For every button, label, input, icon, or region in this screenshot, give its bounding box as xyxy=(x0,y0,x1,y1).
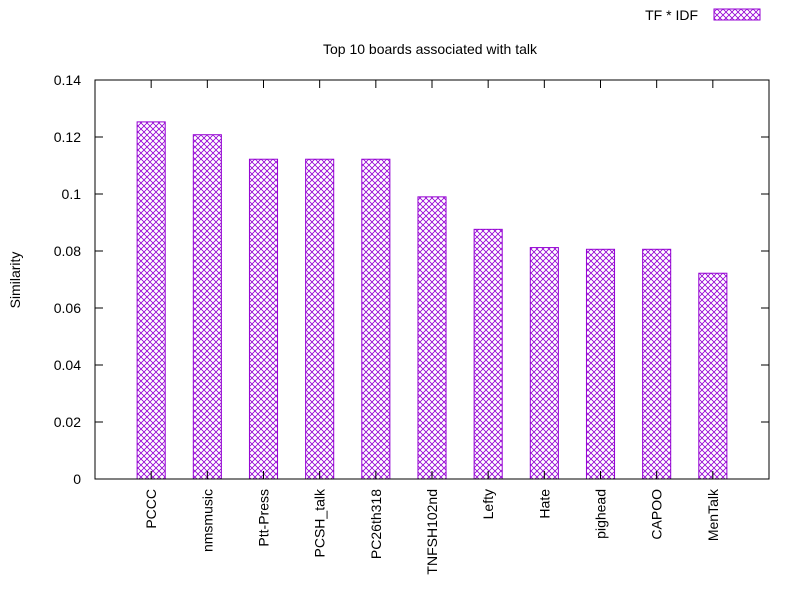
bar-pighead xyxy=(585,248,616,480)
y-tick-label: 0.08 xyxy=(54,243,81,259)
x-tick-label: Lefty xyxy=(480,489,496,519)
y-tick-label: 0.12 xyxy=(54,129,81,145)
y-tick-label: 0.1 xyxy=(62,186,82,202)
legend-label: TF * IDF xyxy=(645,7,698,23)
x-tick-label: PCCC xyxy=(143,489,159,529)
y-tick-label: 0 xyxy=(73,471,81,487)
x-tick-label: Ptt-Press xyxy=(256,489,272,547)
legend-swatch xyxy=(713,8,761,21)
x-tick-label: CAPOO xyxy=(649,489,665,540)
y-tick-label: 0.04 xyxy=(54,357,81,373)
bars-group xyxy=(136,121,728,480)
legend: TF * IDF xyxy=(645,7,761,23)
y-axis: 0 0.02 0.04 0.06 0.08 0.1 0.12 0.14 xyxy=(54,72,769,487)
bar-nmsmusic xyxy=(192,134,222,480)
bar-tnfsh102nd xyxy=(417,196,447,480)
x-tick-label: PCSH_talk xyxy=(312,488,328,557)
x-tick-label: MenTalk xyxy=(705,488,721,541)
bar-capoo xyxy=(642,248,672,480)
x-tick-label: pighead xyxy=(593,489,609,539)
x-axis: PCCC nmsmusic Ptt-Press PCSH_talk PC26th318 T… xyxy=(143,80,721,575)
bar-mentalk xyxy=(698,272,728,480)
y-axis-label: Similarity xyxy=(7,252,23,309)
plot-frame xyxy=(94,79,770,480)
y-tick-label: 0.06 xyxy=(54,300,81,316)
bar-pccc xyxy=(136,121,166,480)
bar-ptt-press xyxy=(248,158,279,480)
chart-title: Top 10 boards associated with talk xyxy=(323,41,538,57)
bar-pc26th318 xyxy=(361,158,391,480)
y-tick-label: 0.02 xyxy=(54,414,81,430)
bar-hate xyxy=(529,247,559,480)
bar-lefty xyxy=(473,228,503,480)
x-tick-label: Hate xyxy=(536,489,552,519)
bar-pcsh-talk xyxy=(305,158,335,480)
x-tick-label: PC26th318 xyxy=(368,489,384,559)
y-tick-label: 0.14 xyxy=(54,72,81,88)
x-tick-label: TNFSH102nd xyxy=(424,489,440,575)
x-tick-label: nmsmusic xyxy=(199,489,215,552)
